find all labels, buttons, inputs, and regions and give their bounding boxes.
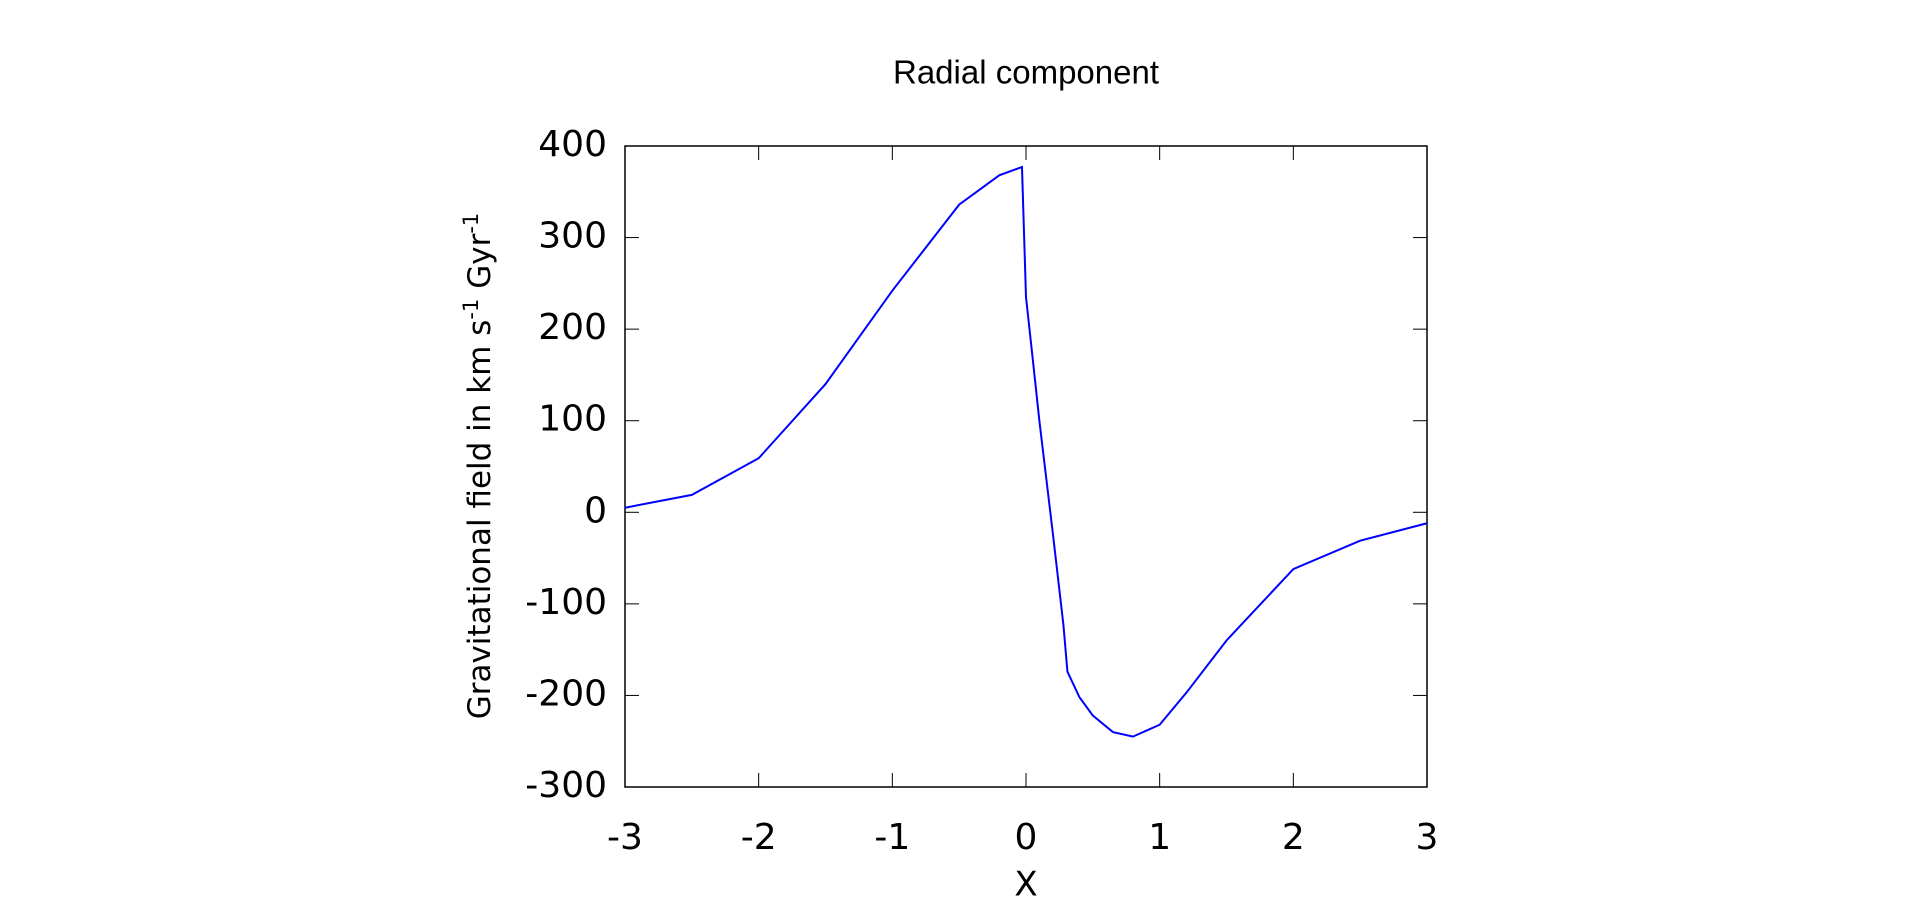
data-line <box>624 165 1428 738</box>
x-tick-label: 3 <box>1416 817 1439 858</box>
y-axis-label: Gravitational field in km s-1 Gyr-1 <box>459 213 498 720</box>
x-tick-label: -3 <box>607 817 643 858</box>
y-tick-label: 200 <box>538 307 607 348</box>
y-tick-label: -300 <box>525 765 607 806</box>
y-tick-label: 100 <box>538 399 607 440</box>
y-axis-label-part: Gyr <box>462 233 498 298</box>
y-tick-label: -200 <box>525 673 607 714</box>
chart-title: Radial component <box>893 54 1159 91</box>
x-tick-label: 0 <box>1015 817 1038 858</box>
y-axis-label-part: -1 <box>459 213 483 234</box>
x-tick-label: 2 <box>1282 817 1305 858</box>
x-tick-label: -1 <box>874 817 910 858</box>
x-tick-label: -2 <box>741 817 777 858</box>
x-tick-label: 1 <box>1148 817 1171 858</box>
y-tick-label: 400 <box>538 124 607 165</box>
y-axis-label-part: Gravitational field in km s <box>462 320 498 720</box>
y-tick-label: 0 <box>584 490 607 531</box>
y-axis-label-part: -1 <box>459 299 483 320</box>
y-tick-label: -100 <box>525 582 607 623</box>
x-axis-label: X <box>1014 865 1037 905</box>
y-tick-label: 300 <box>538 216 607 257</box>
